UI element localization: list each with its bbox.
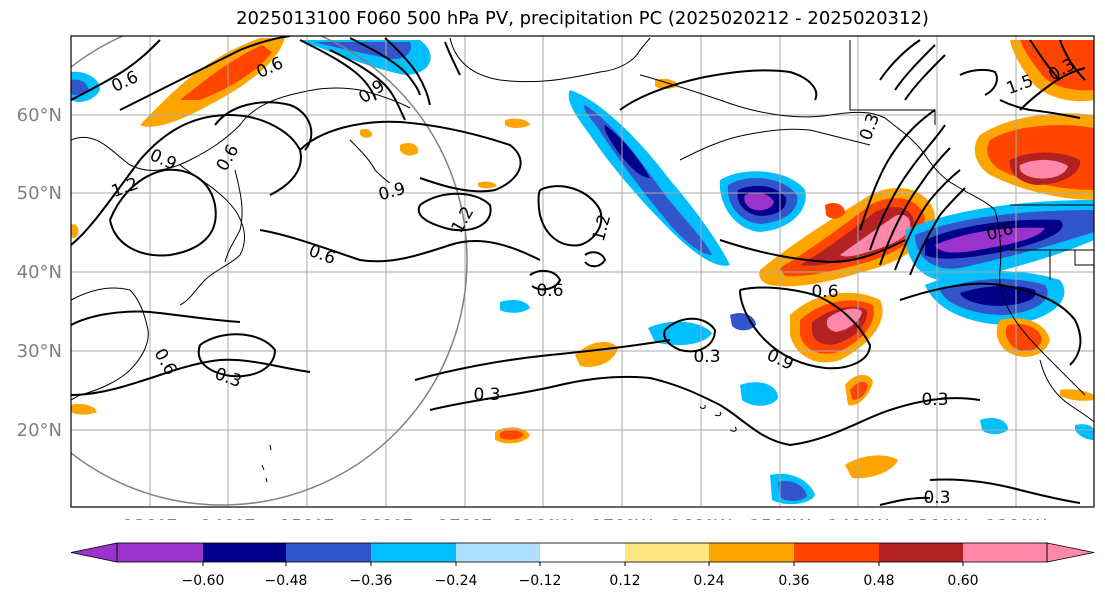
precip-patch bbox=[744, 192, 774, 211]
precip-patch bbox=[740, 382, 778, 406]
colorbar-tick-label: 0.12 bbox=[609, 573, 640, 589]
svg-text:0.3: 0.3 bbox=[473, 385, 500, 405]
colorbar-tick-label: −0.48 bbox=[265, 573, 308, 589]
colorbar-tick-label: 0.48 bbox=[863, 573, 894, 589]
precip-patch bbox=[71, 79, 89, 95]
precip-patch bbox=[604, 125, 650, 178]
map-frame bbox=[70, 35, 1095, 508]
colorbar-box bbox=[963, 543, 1047, 562]
precip-patch bbox=[315, 42, 411, 60]
colorbar-box bbox=[456, 543, 540, 562]
lat-tick-label: 30°N bbox=[17, 341, 62, 362]
precip-patch bbox=[730, 313, 756, 331]
colorbar-box bbox=[286, 543, 371, 562]
precip-patch bbox=[960, 285, 1036, 306]
lon-tick-label: 180°W bbox=[512, 516, 573, 520]
precip-patch bbox=[850, 381, 868, 400]
contour-label: 0.3 bbox=[473, 385, 500, 405]
lon-tick-label: 140°W bbox=[827, 516, 888, 520]
svg-text:0.3: 0.3 bbox=[921, 390, 948, 410]
lon-tick-label: 160°E bbox=[359, 516, 414, 520]
contour-label: 0.3 bbox=[693, 347, 720, 367]
lon-tick-label: 120°W bbox=[985, 516, 1046, 520]
chart-title: 2025013100 F060 500 hPa PV, precipitatio… bbox=[236, 8, 929, 29]
colorbar-box bbox=[117, 543, 203, 562]
svg-text:0.3: 0.3 bbox=[923, 488, 950, 508]
colorbar-tick-label: −0.36 bbox=[350, 573, 393, 589]
lon-tick-label: 160°W bbox=[670, 516, 731, 520]
colorbar-boxes bbox=[70, 542, 1095, 563]
colorbar-tick-label: −0.24 bbox=[435, 573, 478, 589]
precip-patch bbox=[505, 118, 530, 128]
colorbar-box bbox=[203, 543, 286, 562]
contour-label: 0.3 bbox=[923, 488, 950, 508]
precip-patch bbox=[500, 300, 530, 313]
precip-patch bbox=[1019, 159, 1068, 179]
colorbar-tick-label: 0.60 bbox=[947, 573, 978, 589]
colorbar-tick-label: −0.60 bbox=[182, 573, 225, 589]
colorbar-tick-label: −0.12 bbox=[519, 573, 562, 589]
colorbar-box bbox=[879, 543, 963, 562]
precip-patch bbox=[825, 202, 845, 219]
range-circle bbox=[71, 36, 468, 506]
colorbar-frame bbox=[116, 542, 1048, 563]
contour-label: 0.6 bbox=[811, 282, 838, 302]
axis-labels: 60°N 50°N 40°N 30°N 20°N 130°E 140°E 150°E 160°E… bbox=[17, 105, 1047, 520]
lat-tick-label: 50°N bbox=[17, 183, 62, 204]
precip-patch bbox=[800, 207, 914, 266]
colorbar-ticks: −0.60 −0.48 −0.36 −0.24 −0.12 0.12 0.24 0.36 0.4… bbox=[182, 562, 979, 589]
pv-contours bbox=[71, 36, 1086, 506]
precip-patch bbox=[1075, 424, 1094, 440]
colorbar-box bbox=[371, 543, 456, 562]
precip-patch bbox=[500, 429, 524, 440]
lat-tick-label: 40°N bbox=[17, 262, 62, 283]
precip-patch bbox=[71, 403, 97, 415]
lat-tick-label: 60°N bbox=[17, 105, 62, 126]
lon-tick-label: 170°E bbox=[438, 516, 493, 520]
precip-patch bbox=[400, 142, 419, 156]
colorbar-box bbox=[540, 543, 625, 562]
svg-text:0.6: 0.6 bbox=[536, 281, 563, 301]
precipitation-shading bbox=[71, 38, 1094, 505]
precip-patch bbox=[360, 128, 373, 138]
lon-tick-label: 150°E bbox=[280, 516, 335, 520]
colorbar-tick-label: 0.24 bbox=[693, 573, 724, 589]
lat-tick-label: 20°N bbox=[17, 420, 62, 441]
lon-tick-label: 130°W bbox=[906, 516, 967, 520]
contour-label: 0.6 bbox=[536, 281, 563, 301]
svg-text:0.3: 0.3 bbox=[693, 347, 720, 367]
contour-labels: 0.61.20.9 0.61.20.91.20.60.6 0.60.6 0.30.60… bbox=[109, 53, 1079, 508]
colorbar-tick-label: 0.36 bbox=[778, 573, 809, 589]
precip-patch bbox=[778, 480, 807, 502]
precip-patch bbox=[478, 181, 497, 189]
colorbar-box bbox=[794, 543, 879, 562]
lon-tick-label: 170°W bbox=[591, 516, 652, 520]
colorbar-box bbox=[625, 543, 709, 562]
contour-label: 0.3 bbox=[921, 390, 948, 410]
precip-patch bbox=[648, 321, 712, 345]
lon-tick-label: 150°W bbox=[749, 516, 810, 520]
map-panel: 0.61.20.9 0.61.20.91.20.60.6 0.60.6 0.30.60… bbox=[17, 35, 1095, 520]
colorbar-arrow-min bbox=[70, 542, 118, 563]
precip-patch bbox=[1060, 389, 1094, 401]
lon-tick-label: 130°E bbox=[123, 516, 178, 520]
colorbar-arrow-max bbox=[1046, 542, 1095, 563]
precip-patch bbox=[826, 308, 862, 332]
precip-patch bbox=[180, 45, 272, 100]
precip-patch bbox=[1005, 324, 1042, 352]
svg-text:0.6: 0.6 bbox=[811, 282, 838, 302]
precip-patch bbox=[935, 227, 1045, 253]
lon-tick-label: 140°E bbox=[201, 516, 256, 520]
precip-patch bbox=[71, 224, 79, 239]
colorbar-box bbox=[709, 543, 794, 562]
